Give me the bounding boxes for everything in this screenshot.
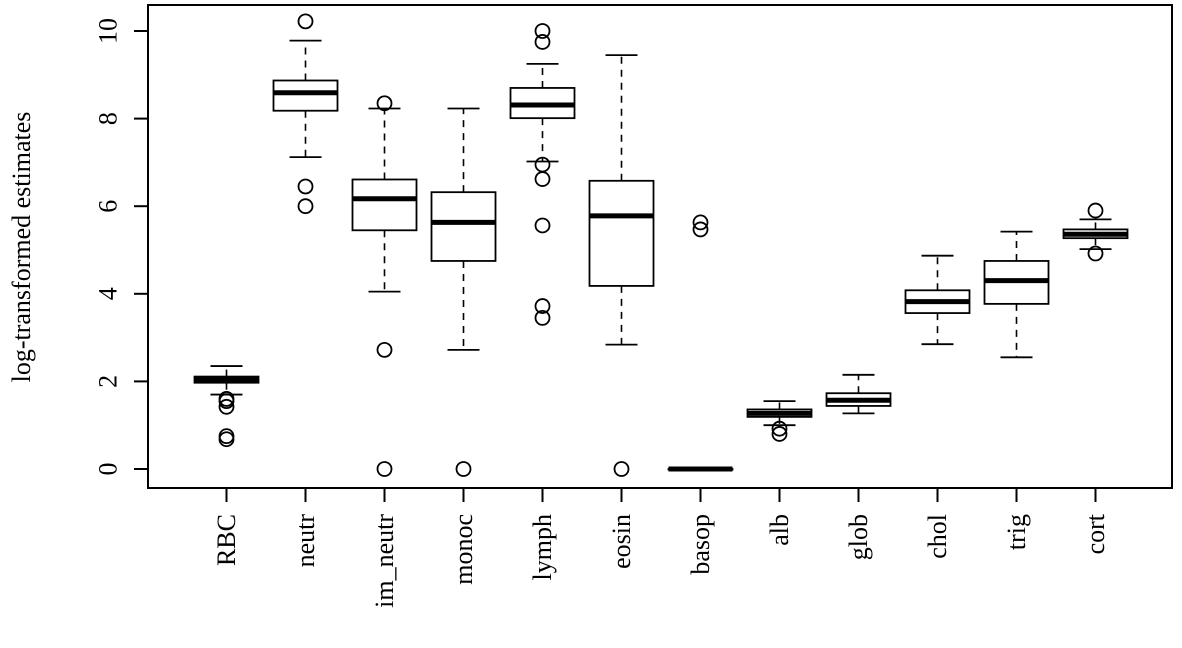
x-axis: RBC neutr im_neutr monoc lymph eosin basop alb g… — [212, 487, 1110, 608]
box-RBC — [193, 365, 260, 448]
outlier-point — [455, 461, 472, 477]
outlier-point — [218, 398, 235, 415]
y-axis-label: log-transformed estimates — [7, 112, 36, 383]
outlier-point — [376, 461, 393, 477]
y-tick-label: 4 — [94, 287, 123, 300]
outlier-point — [771, 426, 788, 442]
box-iqr — [430, 191, 497, 262]
outlier-point — [376, 95, 393, 112]
outlier-point — [297, 13, 314, 30]
box-iqr — [588, 179, 655, 287]
outlier-point — [771, 420, 788, 437]
box-monoc — [430, 107, 497, 477]
box-im_neutr — [351, 95, 418, 477]
x-tick-label: cort — [1081, 513, 1110, 554]
y-axis: 0 2 4 6 8 10 — [94, 18, 149, 476]
outlier-point — [218, 431, 235, 448]
boxes-layer — [193, 13, 1129, 477]
outlier-point — [1087, 245, 1104, 262]
box-iqr — [272, 79, 339, 112]
outlier-point — [534, 34, 551, 50]
outlier-point — [297, 178, 314, 195]
x-tick-label: monoc — [449, 514, 478, 585]
y-tick-label: 10 — [94, 18, 123, 44]
outlier-point — [534, 23, 551, 39]
x-tick-label: basop — [686, 514, 715, 575]
x-tick-label: alb — [765, 514, 794, 546]
x-tick-label: lymph — [528, 514, 557, 580]
box-chol — [904, 254, 971, 346]
outlier-point — [218, 393, 235, 410]
outlier-point — [534, 171, 551, 187]
outlier-point — [692, 214, 709, 231]
box-alb — [746, 400, 813, 442]
y-tick-label: 8 — [94, 112, 123, 125]
outlier-point — [534, 217, 551, 234]
box-neutr — [272, 13, 339, 215]
box-basop — [667, 214, 734, 472]
x-tick-label: RBC — [212, 514, 241, 566]
box-cort — [1062, 202, 1129, 262]
outlier-point — [376, 341, 393, 358]
x-tick-label: chol — [923, 514, 952, 559]
y-tick-label: 0 — [94, 463, 123, 476]
outlier-point — [692, 221, 709, 238]
box-eosin — [588, 54, 655, 477]
outlier-point — [297, 198, 314, 215]
outlier-point — [534, 298, 551, 314]
box-trig — [983, 230, 1050, 359]
box-iqr — [351, 178, 418, 232]
outlier-point — [534, 309, 551, 326]
y-tick-label: 6 — [94, 200, 123, 213]
outlier-point — [218, 428, 235, 445]
x-tick-label: glob — [844, 514, 873, 560]
box-lymph — [509, 23, 576, 326]
x-tick-label: trig — [1002, 514, 1031, 550]
plot-frame — [147, 4, 1173, 489]
y-tick-label: 2 — [94, 375, 123, 388]
x-tick-label: im_neutr — [370, 514, 399, 608]
outlier-point — [613, 461, 630, 477]
outlier-point — [1087, 202, 1104, 219]
box-glob — [825, 373, 892, 415]
x-tick-label: neutr — [291, 514, 320, 568]
x-tick-label: eosin — [607, 514, 636, 569]
